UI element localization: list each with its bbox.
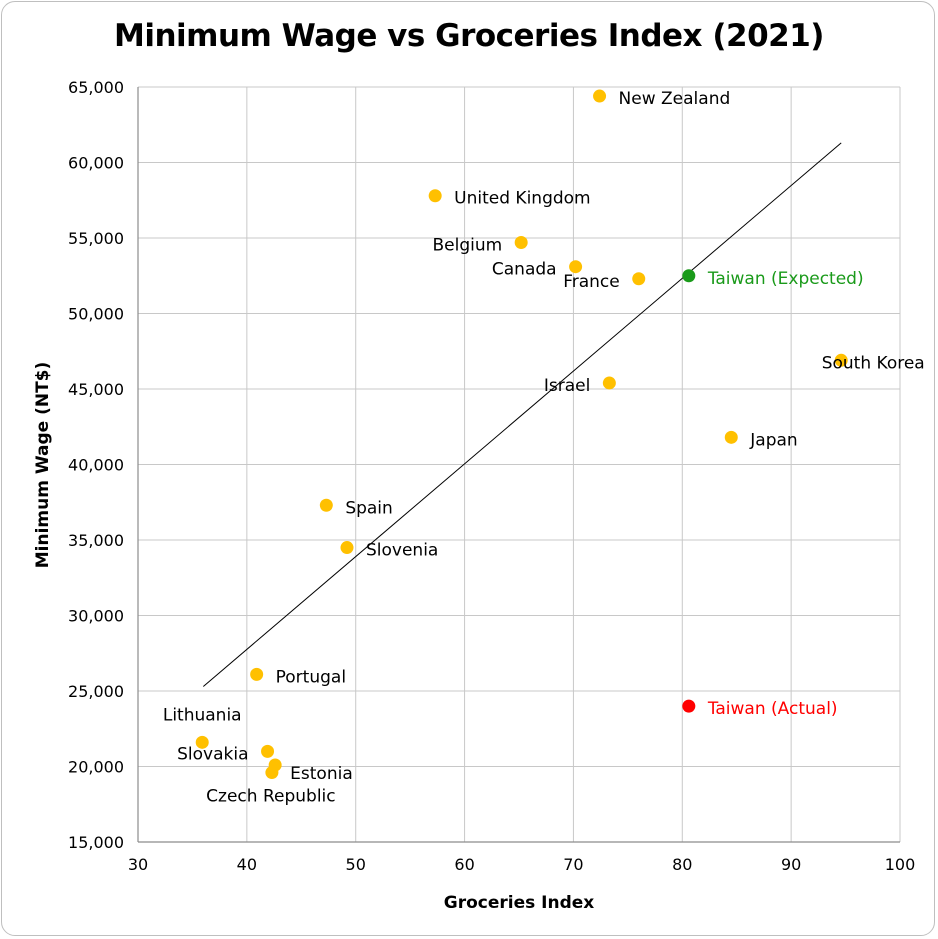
x-tick-label: 70 bbox=[563, 855, 583, 874]
x-tick-label: 90 bbox=[781, 855, 801, 874]
trendline bbox=[202, 142, 842, 687]
data-point bbox=[319, 498, 333, 512]
data-points bbox=[195, 89, 848, 780]
point-label: Slovakia bbox=[177, 744, 248, 764]
x-tick-label: 30 bbox=[128, 855, 148, 874]
point-label: Lithuania bbox=[163, 705, 242, 725]
y-tick-label: 15,000 bbox=[68, 833, 124, 852]
point-labels: New Zealand United Kingdom Belgium Canada Fr… bbox=[163, 89, 925, 806]
data-point bbox=[682, 699, 696, 713]
data-point bbox=[514, 236, 528, 250]
trendline-group bbox=[202, 142, 842, 687]
point-label: Spain bbox=[345, 498, 393, 518]
y-tick-label: 20,000 bbox=[68, 758, 124, 777]
point-label: Japan bbox=[749, 430, 797, 450]
y-tick-label: 55,000 bbox=[68, 229, 124, 248]
data-point bbox=[261, 744, 275, 758]
y-tick-label: 30,000 bbox=[68, 607, 124, 626]
point-label: Israel bbox=[544, 376, 590, 396]
data-point bbox=[602, 376, 616, 390]
y-tick-label: 35,000 bbox=[68, 531, 124, 550]
x-tick-label: 40 bbox=[237, 855, 257, 874]
data-point bbox=[195, 735, 209, 749]
point-label: Portugal bbox=[276, 667, 346, 687]
axes bbox=[137, 87, 900, 843]
point-label: Canada bbox=[492, 260, 557, 280]
point-label: Estonia bbox=[290, 764, 353, 784]
y-tick-label: 60,000 bbox=[68, 154, 124, 173]
y-tick-label: 65,000 bbox=[68, 78, 124, 97]
point-label: United Kingdom bbox=[454, 189, 590, 209]
data-point bbox=[340, 541, 354, 555]
x-axis-label: Groceries Index bbox=[444, 893, 595, 913]
x-tick-label: 50 bbox=[346, 855, 366, 874]
y-tick-label: 50,000 bbox=[68, 305, 124, 324]
tick-labels: 30 40 50 60 70 80 90 100 15,000 20,000 25,000 30,00… bbox=[68, 78, 915, 874]
x-tick-label: 60 bbox=[454, 855, 474, 874]
y-tick-label: 25,000 bbox=[68, 682, 124, 701]
data-point bbox=[250, 667, 264, 681]
point-label: Czech Republic bbox=[206, 787, 335, 807]
data-point bbox=[593, 89, 607, 103]
x-tick-label: 100 bbox=[885, 855, 916, 874]
data-point bbox=[265, 766, 279, 780]
y-tick-label: 40,000 bbox=[68, 456, 124, 475]
point-label: Belgium bbox=[432, 236, 502, 256]
data-point bbox=[682, 269, 696, 283]
x-tick-label: 80 bbox=[672, 855, 692, 874]
chart-title: Minimum Wage vs Groceries Index (2021) bbox=[114, 18, 824, 54]
data-point bbox=[569, 260, 583, 274]
point-label: Taiwan (Expected) bbox=[707, 269, 864, 289]
data-point bbox=[428, 189, 442, 203]
point-label: South Korea bbox=[822, 353, 925, 373]
data-point bbox=[834, 353, 848, 367]
y-axis-label: Minimum Wage (NT$) bbox=[33, 362, 53, 569]
point-label: Taiwan (Actual) bbox=[707, 699, 838, 719]
data-point bbox=[724, 430, 738, 444]
point-label: New Zealand bbox=[619, 89, 731, 109]
point-label: France bbox=[563, 272, 620, 292]
point-label: Slovenia bbox=[366, 541, 438, 561]
data-point bbox=[632, 272, 646, 286]
gridlines bbox=[137, 86, 901, 843]
y-tick-label: 45,000 bbox=[68, 380, 124, 399]
